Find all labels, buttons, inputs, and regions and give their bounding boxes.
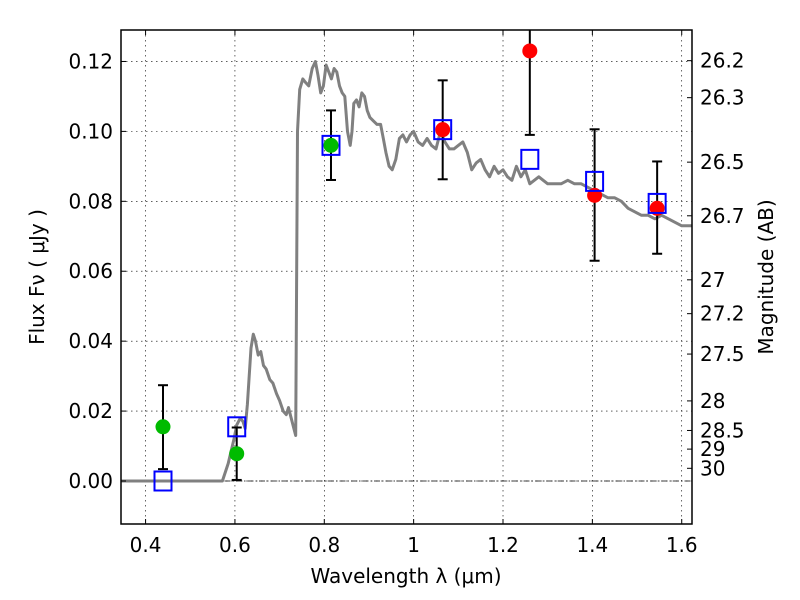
y-tick-label: 0.06 bbox=[68, 259, 113, 283]
y-tick-label: 0.10 bbox=[68, 119, 113, 143]
x-axis-label: Wavelength λ (μm) bbox=[310, 564, 501, 588]
spectrum-line bbox=[121, 60, 692, 483]
model-photometry-point bbox=[585, 170, 605, 192]
y-axis-label: Flux Fν ( μJy ) bbox=[25, 209, 49, 345]
y2-tick-label: 27.2 bbox=[700, 302, 745, 326]
x-tick-label: 1.6 bbox=[666, 533, 698, 557]
y2-tick-label: 28.5 bbox=[700, 418, 745, 442]
x-tick-label: 0.4 bbox=[130, 533, 162, 557]
y2-tick-label: 26.2 bbox=[700, 49, 745, 73]
x-tick-label: 0.8 bbox=[308, 533, 340, 557]
y2-tick-label: 26.7 bbox=[700, 204, 745, 228]
model-photometry-point bbox=[227, 416, 247, 438]
y2-tick-label: 26.5 bbox=[700, 150, 745, 174]
y-tick-label: 0.00 bbox=[68, 469, 113, 493]
y2-tick-label: 28 bbox=[700, 389, 725, 413]
ticks: 0.4 0.6 0.8 1 1.2 1.4 1.6 0.00 0.02 0.04 0.06 0.08 0… bbox=[68, 30, 745, 557]
series-group bbox=[121, 30, 692, 492]
y2-tick-label: 26.3 bbox=[700, 86, 745, 110]
y-tick-label: 0.04 bbox=[68, 329, 113, 353]
y-tick-label: 0.08 bbox=[68, 189, 113, 213]
y2-tick-label: 29 bbox=[700, 437, 725, 461]
y2-tick-label: 30 bbox=[700, 456, 725, 480]
model-photometry-point bbox=[153, 470, 173, 492]
plot-frame bbox=[120, 29, 693, 525]
y2-tick-label: 27 bbox=[700, 268, 725, 292]
observed-optical-point bbox=[323, 137, 339, 153]
grid bbox=[121, 30, 692, 524]
observed-nir-point bbox=[522, 43, 538, 59]
x-tick-label: 0.6 bbox=[219, 533, 251, 557]
y-tick-label: 0.02 bbox=[68, 399, 113, 423]
model-photometry-point bbox=[433, 119, 453, 141]
model-photometry-point bbox=[321, 134, 341, 156]
y2-tick-label: 27.5 bbox=[700, 342, 745, 366]
x-tick-label: 1 bbox=[407, 533, 420, 557]
observed-optical-point bbox=[155, 419, 171, 435]
observed-optical-point bbox=[229, 446, 245, 462]
y2-axis-label: Magnitude (AB) bbox=[754, 199, 778, 354]
model-photometry-point bbox=[647, 192, 667, 214]
model-photometry-point bbox=[520, 148, 540, 170]
x-tick-label: 1.2 bbox=[487, 533, 519, 557]
y-tick-label: 0.12 bbox=[68, 49, 113, 73]
x-tick-label: 1.4 bbox=[576, 533, 608, 557]
observed-nir-point bbox=[435, 122, 451, 138]
